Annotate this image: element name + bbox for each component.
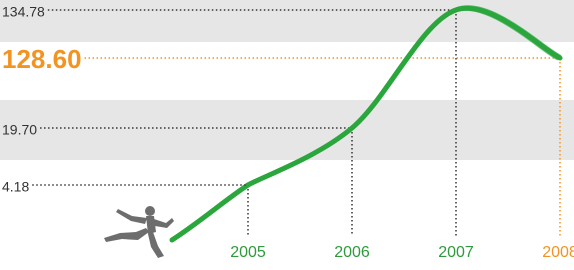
value-label: 19.70	[2, 122, 37, 138]
x-tick-label: 2008	[542, 244, 574, 261]
value-label: 134.78	[2, 4, 45, 20]
band	[0, 100, 574, 160]
value-label: 4.18	[2, 179, 29, 195]
x-tick-label: 2007	[438, 244, 474, 261]
runner-icon	[104, 206, 174, 258]
curve-lead-in	[172, 185, 248, 240]
band	[0, 0, 574, 42]
x-tick-label: 2005	[230, 244, 266, 261]
value-label: 128.60	[2, 44, 82, 74]
chart: 4.18 2005 19.70 2006 134.78 2007 128.60 2008	[0, 0, 574, 270]
x-tick-label: 2006	[334, 244, 370, 261]
